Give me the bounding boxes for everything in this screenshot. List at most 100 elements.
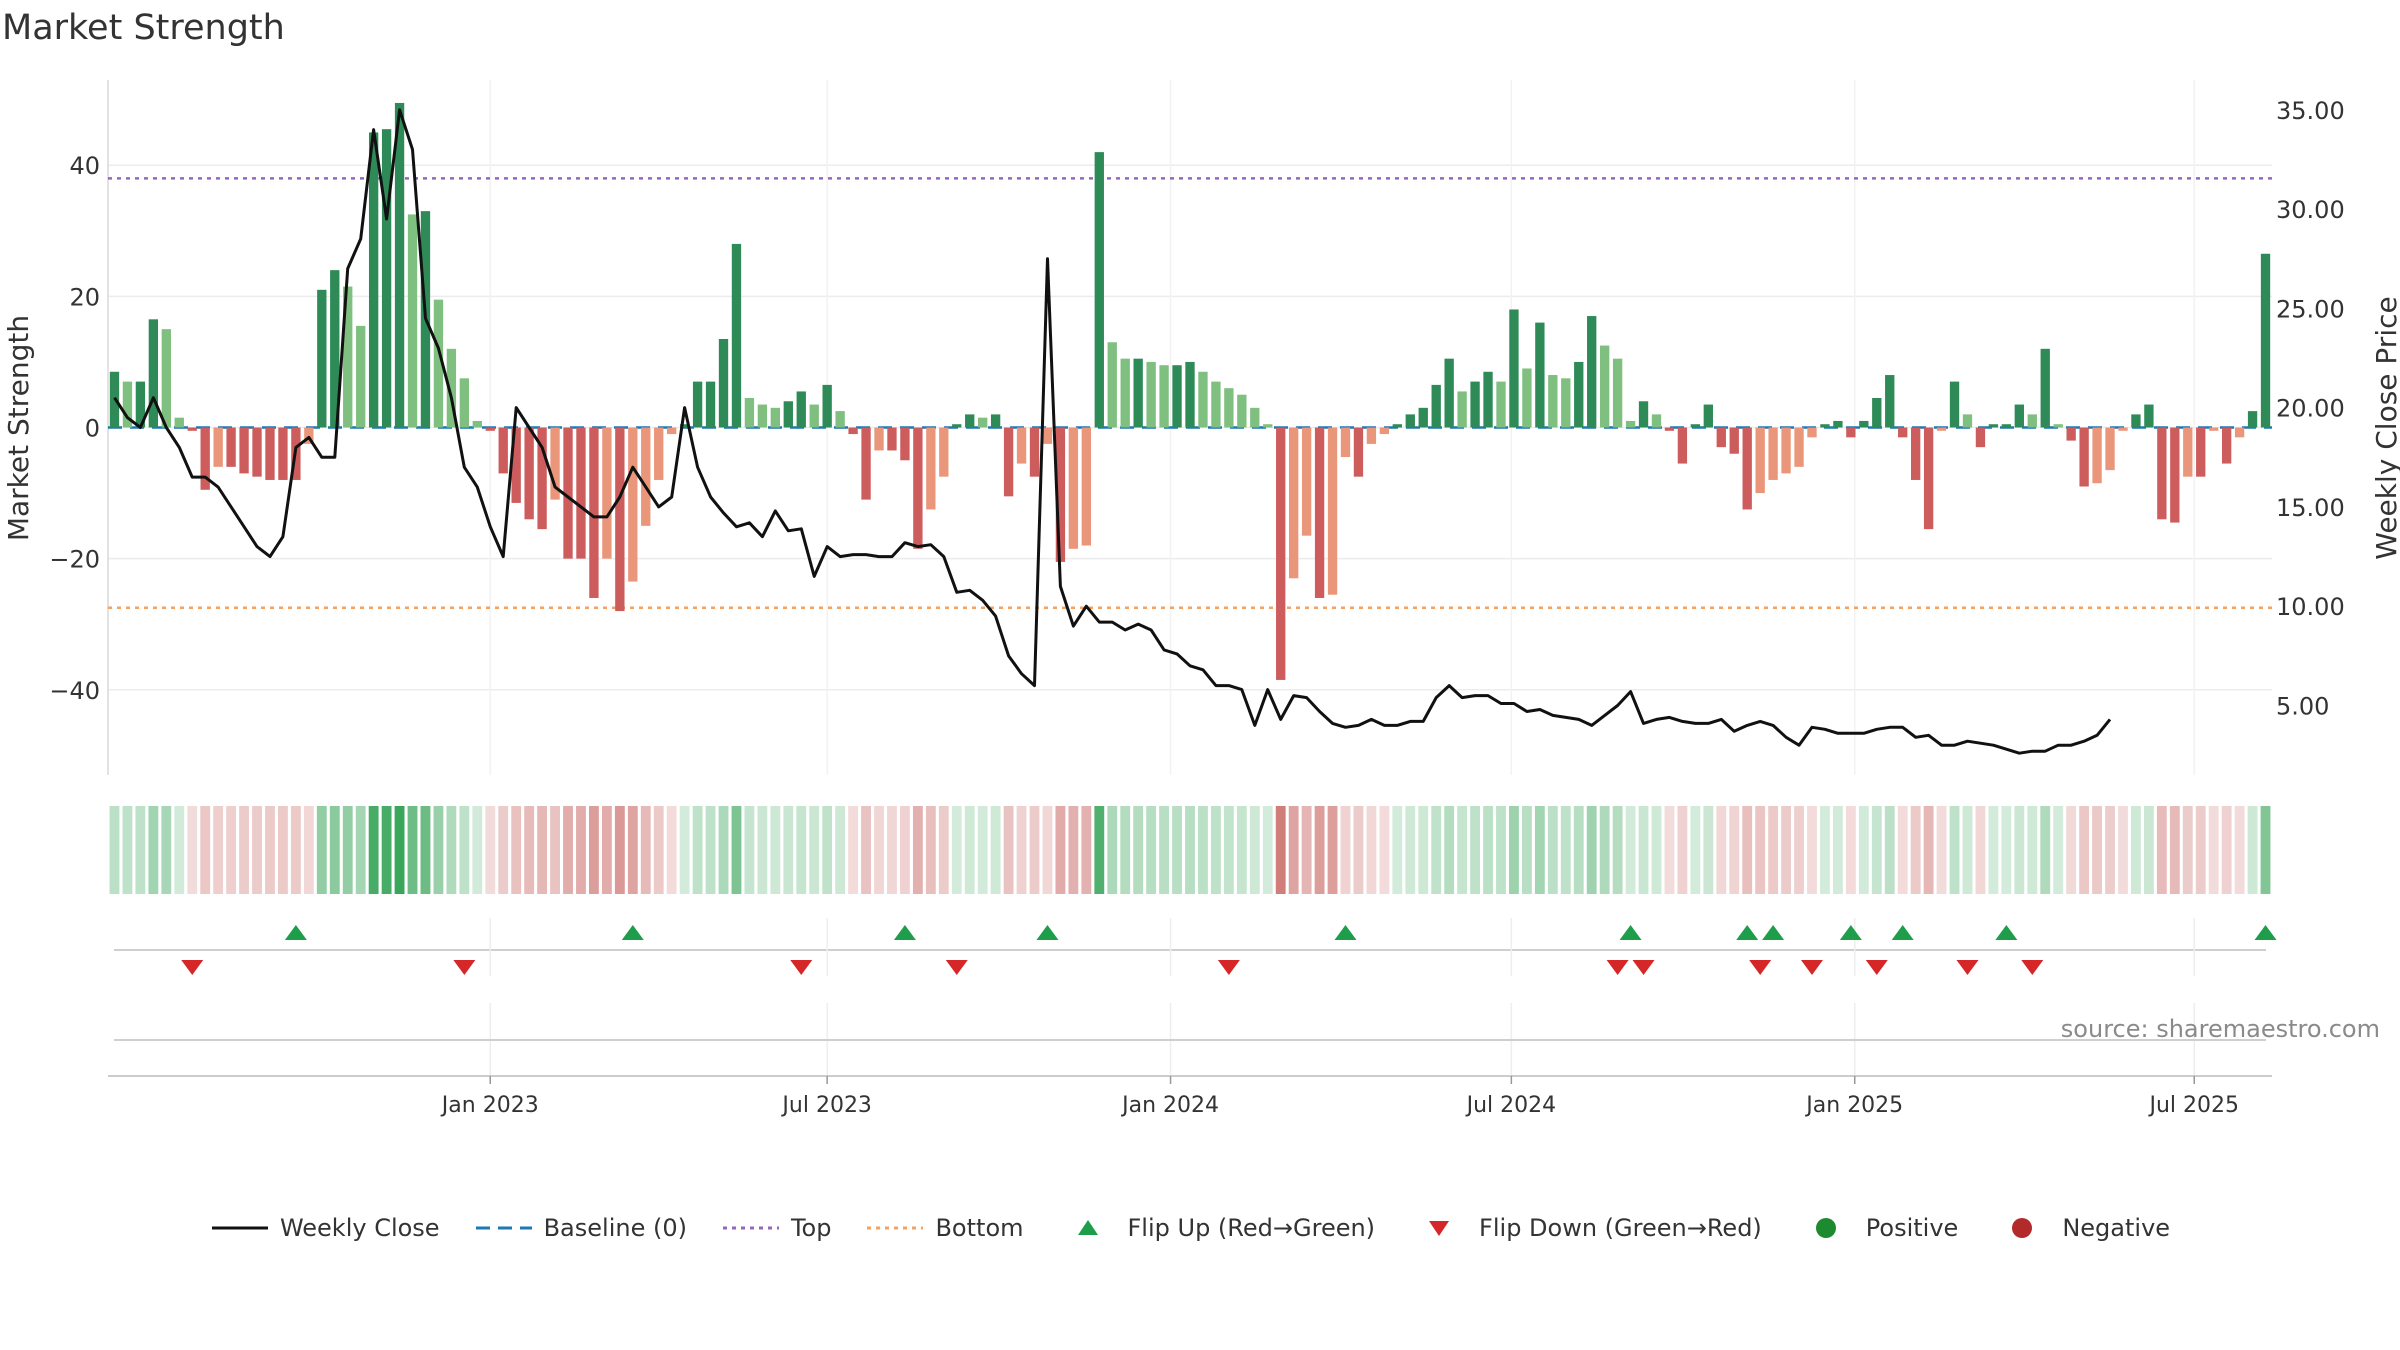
heat-cell bbox=[226, 806, 237, 894]
strength-bar bbox=[1016, 427, 1027, 464]
heat-cell bbox=[1677, 806, 1688, 894]
heat-cell bbox=[2156, 806, 2167, 894]
strength-bar bbox=[809, 404, 819, 428]
y2-tick-label: 25.00 bbox=[2276, 295, 2345, 323]
heat-cell bbox=[1820, 806, 1830, 894]
heat-cell bbox=[2105, 806, 2115, 894]
heat-cell bbox=[1690, 806, 1701, 894]
strength-bar bbox=[550, 427, 560, 500]
strength-bar bbox=[926, 427, 936, 510]
heat-cell bbox=[420, 806, 431, 894]
flip-down-marker bbox=[945, 960, 968, 975]
strength-bars bbox=[109, 102, 2271, 680]
legend-label: Bottom bbox=[935, 1214, 1024, 1242]
heat-cell bbox=[278, 806, 288, 894]
heat-cell bbox=[1003, 806, 1014, 894]
flip-up-marker bbox=[1619, 925, 1642, 940]
strength-bar bbox=[1898, 427, 1908, 438]
strength-bar bbox=[226, 427, 236, 467]
heat-cell bbox=[1755, 806, 1766, 894]
triangle-down-red-icon bbox=[1409, 1216, 1469, 1240]
strength-bar bbox=[1159, 365, 1169, 428]
strength-bar bbox=[939, 427, 949, 477]
heat-cell bbox=[524, 806, 535, 894]
heat-cell bbox=[601, 806, 612, 894]
strength-bar bbox=[2105, 427, 2115, 471]
flip-down-marker bbox=[181, 960, 204, 975]
strength-bar bbox=[628, 427, 638, 582]
heat-cell bbox=[576, 806, 586, 894]
y2-tick-label: 5.00 bbox=[2276, 693, 2329, 721]
strength-bar bbox=[2183, 427, 2193, 477]
heat-cell bbox=[990, 806, 1001, 894]
strength-bar bbox=[2001, 424, 2012, 428]
axis-layer: −40 −20 0 20 40 5.00 10.00 15.00 20.00 25.00 30.00… bbox=[49, 97, 2344, 721]
strength-bar bbox=[1742, 427, 1752, 510]
strength-bar bbox=[861, 427, 871, 500]
strength-bar bbox=[252, 427, 262, 477]
heat-cell bbox=[1534, 806, 1545, 894]
strength-bar bbox=[1237, 394, 1247, 428]
strength-bar bbox=[1483, 371, 1493, 428]
strength-bar bbox=[1975, 427, 1986, 448]
chart-title: Market Strength bbox=[2, 8, 285, 48]
heat-cell bbox=[1625, 806, 1636, 894]
heat-cell bbox=[1781, 806, 1791, 894]
heat-cell bbox=[666, 806, 677, 894]
strength-bar bbox=[148, 319, 159, 428]
heat-cell bbox=[589, 806, 599, 894]
heat-cell bbox=[1612, 806, 1623, 894]
heat-cell bbox=[368, 806, 379, 894]
heat-cell bbox=[2143, 806, 2154, 894]
y2-tick-label: 10.00 bbox=[2276, 593, 2345, 621]
x-tick-label: Jul 2025 bbox=[2147, 1093, 2239, 1118]
strength-bar bbox=[952, 424, 962, 428]
heat-cell bbox=[705, 806, 716, 894]
heat-cell bbox=[912, 806, 923, 894]
flip-up-marker bbox=[1036, 925, 1059, 940]
strength-bar bbox=[1522, 368, 1532, 428]
heat-cell bbox=[874, 806, 884, 894]
heat-cell bbox=[433, 806, 444, 894]
weekly-close-line bbox=[113, 108, 2112, 755]
strength-bar bbox=[1457, 391, 1467, 428]
heat-cell bbox=[1301, 806, 1312, 894]
heat-cell bbox=[861, 806, 871, 894]
heat-cell bbox=[446, 806, 457, 894]
strength-bar bbox=[1120, 358, 1130, 428]
heat-cell bbox=[1418, 806, 1429, 894]
heat-cell bbox=[2260, 806, 2271, 894]
heat-cell bbox=[135, 806, 146, 894]
heat-cell bbox=[1133, 806, 1144, 894]
legend-label: Positive bbox=[1865, 1214, 1959, 1242]
strength-bar bbox=[381, 129, 392, 428]
strength-bar bbox=[213, 427, 223, 467]
strength-bar bbox=[1146, 361, 1156, 428]
strength-bar bbox=[2053, 424, 2063, 428]
heat-cell bbox=[1949, 806, 1960, 894]
y2-tick-label: 15.00 bbox=[2276, 494, 2345, 522]
strength-bar bbox=[135, 381, 146, 428]
strength-bar bbox=[2040, 348, 2050, 428]
strength-bar bbox=[1574, 361, 1584, 428]
heat-cell bbox=[1198, 806, 1208, 894]
x-tick-label: Jan 2024 bbox=[1120, 1093, 1219, 1118]
heat-cell bbox=[1249, 806, 1260, 894]
heat-cell bbox=[1055, 806, 1066, 894]
legend: Weekly Close Baseline (0) Top Bottom Flip Up… bbox=[0, 1208, 2400, 1248]
heat-cell bbox=[1521, 806, 1532, 894]
strength-bar bbox=[615, 427, 625, 612]
strength-bar bbox=[731, 243, 742, 428]
legend-item: Top bbox=[721, 1214, 831, 1242]
strength-bar bbox=[576, 427, 586, 559]
heat-cell bbox=[239, 806, 249, 894]
flip-down-marker bbox=[1632, 960, 1655, 975]
strength-bar bbox=[1820, 424, 1830, 428]
heat-cell bbox=[1029, 806, 1040, 894]
strength-bar bbox=[1638, 401, 1649, 428]
heat-cell bbox=[899, 806, 910, 894]
heat-cell bbox=[1923, 806, 1934, 894]
strength-bar bbox=[1327, 427, 1338, 595]
strength-bar bbox=[187, 427, 197, 431]
